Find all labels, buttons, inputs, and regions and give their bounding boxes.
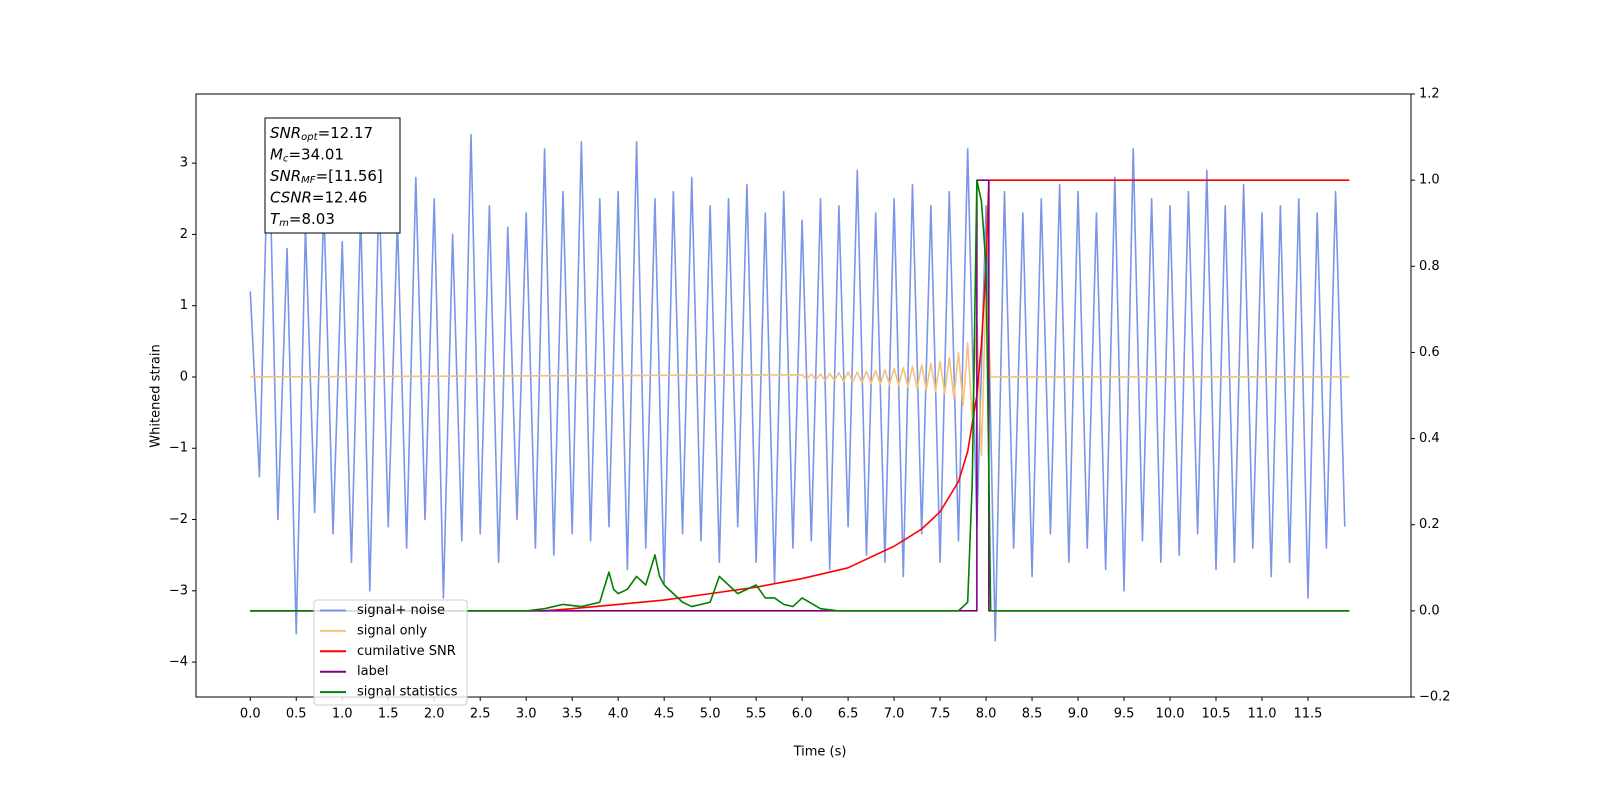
x-tick-label: 0.5 [286,707,307,722]
legend-label: signal only [357,623,427,638]
x-tick-label: 6.5 [838,707,859,722]
y-tick-label: −1 [169,441,188,456]
x-tick-label: 9.0 [1068,707,1089,722]
y-tick-label: 1 [180,298,188,313]
x-tick-label: 0.0 [240,707,261,722]
legend-label: cumilative SNR [357,644,456,659]
annotation-value: =34.01 [288,145,344,163]
x-tick-label: 11.5 [1294,707,1323,722]
x-tick-label: 8.5 [1022,707,1043,722]
y-tick-label: −3 [169,583,188,598]
y-tick-label: 2 [180,227,188,242]
annotation-symbol: SNR [270,167,301,185]
x-tick-label: 10.0 [1156,707,1185,722]
x-axis-label: Time (s) [793,745,847,760]
annotation-text: CSNR=12.46 [270,188,367,206]
legend-box [313,599,468,706]
x-tick-label: 6.0 [792,707,813,722]
annotation-subscript: MF [301,175,316,186]
annotation-symbol: SNR [270,124,301,142]
x-tick-label: 1.0 [332,707,353,722]
annotation-symbol: T [270,210,281,228]
series-line [250,283,1350,457]
annotation-text: SNRMF=[11.56] [270,167,383,187]
plot-area [249,119,1350,642]
x-tick-label: 11.0 [1248,707,1277,722]
x-tick-label: 1.5 [378,707,399,722]
y2-tick-label: 0.2 [1419,517,1440,532]
annotation-value: =12.17 [318,124,374,142]
x-tick-label: 5.0 [700,707,721,722]
series-line [250,179,1350,612]
y-tick-label: −4 [169,655,188,670]
x-tick-label: 3.5 [562,707,583,722]
y-tick-label: 3 [180,156,188,171]
annotation-box [264,117,401,234]
x-tick-label: 7.5 [930,707,951,722]
x-tick-label: 3.0 [516,707,537,722]
y2-tick-label: 0.4 [1419,431,1440,446]
x-tick-label: 2.5 [470,707,491,722]
y-tick-label: 0 [180,369,188,384]
annotation-text: Mc=34.01 [270,145,344,165]
x-tick-label: 10.5 [1202,707,1231,722]
series-line [250,179,1350,612]
x-tick-label: 8.0 [976,707,997,722]
legend-label: signal statistics [357,685,458,700]
series-line [249,119,1346,642]
y2-tick-label: 0.6 [1419,345,1440,360]
x-tick-label: 7.0 [884,707,905,722]
x-tick-label: 4.5 [654,707,675,722]
x-tick-label: 4.0 [608,707,629,722]
y-tick-label: −2 [169,512,188,527]
annotation-symbol: CSNR [270,188,312,206]
y2-tick-label: 1.0 [1419,173,1440,188]
annotation-subscript: opt [301,132,318,143]
annotation-symbol: M [270,145,283,163]
legend-label: signal+ noise [357,603,445,618]
annotation-value: =[11.56] [316,167,383,185]
x-tick-label: 2.0 [424,707,445,722]
annotation-subscript: m [279,218,289,229]
annotation-value: =12.46 [312,188,368,206]
y2-tick-label: −0.2 [1419,690,1451,705]
annotation-subscript: c [283,154,289,165]
x-tick-label: 5.5 [746,707,767,722]
y2-tick-label: 0.8 [1419,259,1440,274]
annotation-text: SNRopt=12.17 [270,124,373,144]
y2-tick-label: 0.0 [1419,603,1440,618]
y2-tick-label: 1.2 [1419,87,1440,102]
legend-label: label [357,664,388,679]
plot-frame [195,93,1412,698]
y-axis-label: Whitened strain [149,344,164,447]
annotation-value: =8.03 [289,210,335,228]
annotation-text: Tm=8.03 [270,210,335,230]
x-tick-label: 9.5 [1114,707,1135,722]
